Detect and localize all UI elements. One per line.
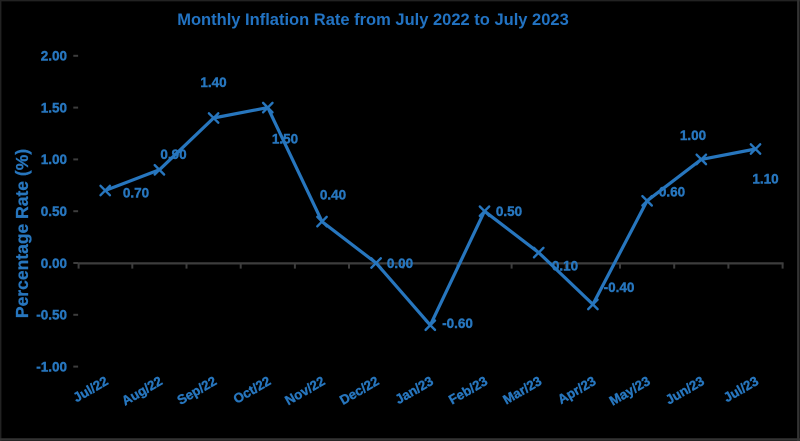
- svg-text:1.50: 1.50: [272, 132, 298, 147]
- svg-text:1.10: 1.10: [752, 172, 778, 187]
- svg-text:Percentage Rate (%): Percentage Rate (%): [12, 149, 32, 318]
- svg-text:Monthly Inflation Rate from Ju: Monthly Inflation Rate from July 2022 to…: [177, 11, 569, 29]
- svg-text:0.60: 0.60: [659, 185, 685, 200]
- svg-text:0.70: 0.70: [123, 186, 149, 201]
- svg-text:1.00: 1.00: [680, 128, 706, 143]
- svg-text:0.50: 0.50: [496, 204, 522, 219]
- svg-text:0.50: 0.50: [41, 204, 67, 219]
- svg-text:1.00: 1.00: [41, 152, 67, 167]
- svg-text:0.00: 0.00: [41, 256, 67, 271]
- svg-text:0.90: 0.90: [160, 147, 186, 162]
- svg-text:0.10: 0.10: [552, 259, 578, 274]
- svg-text:0.00: 0.00: [387, 256, 413, 271]
- svg-text:-0.50: -0.50: [36, 308, 67, 323]
- svg-text:-0.60: -0.60: [442, 316, 473, 331]
- svg-text:2.00: 2.00: [41, 49, 67, 64]
- svg-text:1.40: 1.40: [200, 75, 226, 90]
- svg-text:-0.40: -0.40: [604, 280, 635, 295]
- svg-text:-1.00: -1.00: [36, 359, 67, 374]
- svg-text:0.40: 0.40: [320, 188, 346, 203]
- svg-text:1.50: 1.50: [41, 100, 67, 115]
